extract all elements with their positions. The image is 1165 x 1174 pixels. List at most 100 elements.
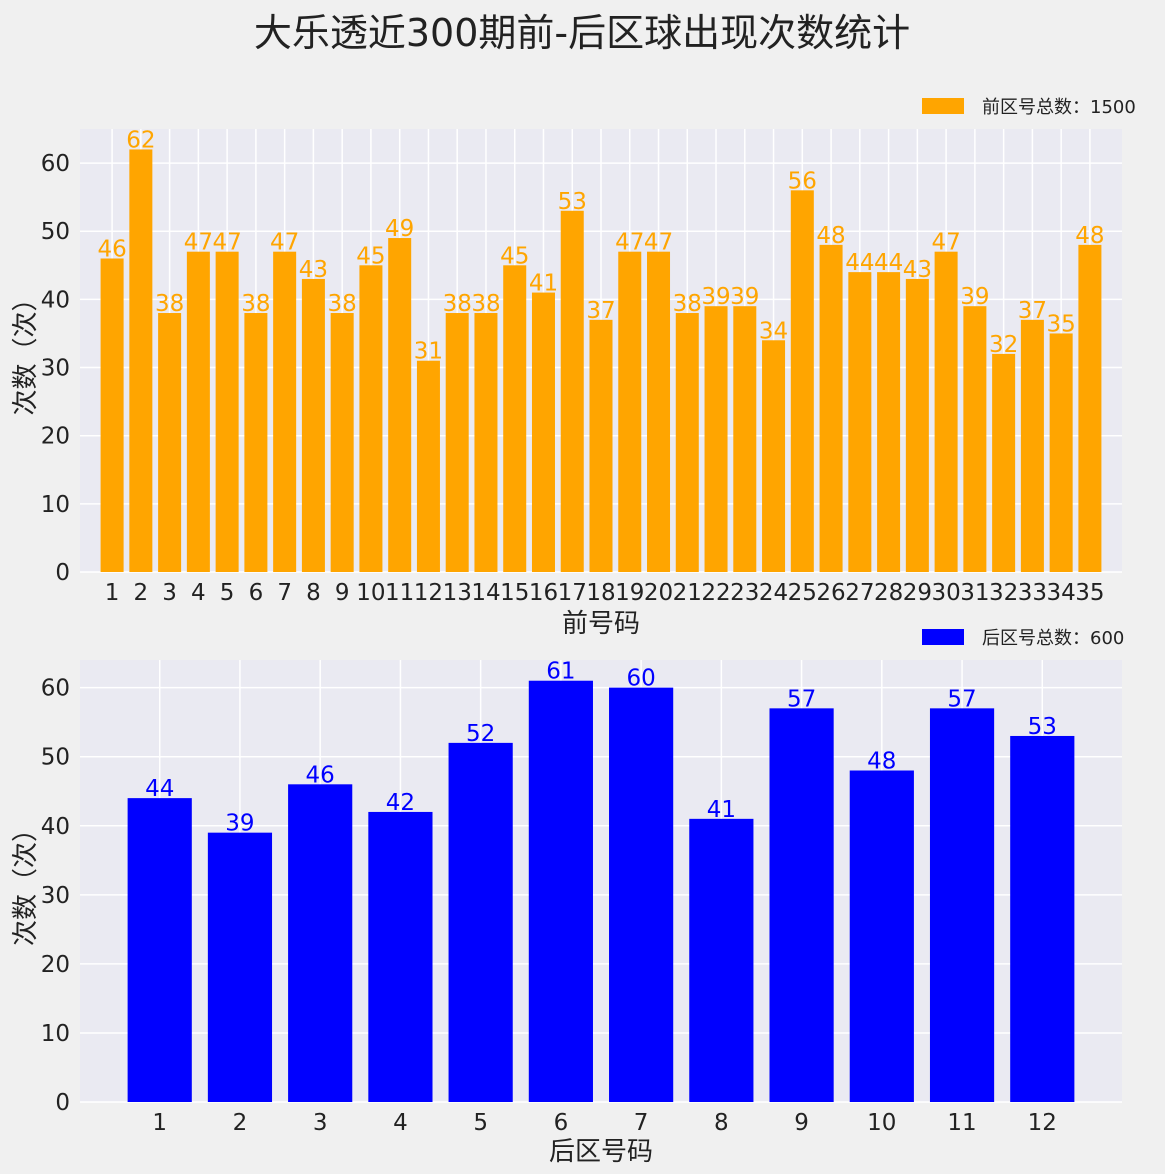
- x-tick-label: 7: [277, 580, 292, 606]
- bar: [704, 306, 728, 572]
- bar: [528, 680, 593, 1102]
- bar: [127, 798, 192, 1102]
- bar: [618, 251, 642, 572]
- x-tick-label: 8: [714, 1110, 729, 1136]
- x-tick-label: 30: [931, 580, 960, 606]
- bar-value-label: 48: [1075, 223, 1104, 249]
- legend-swatch: [922, 98, 964, 114]
- x-tick-label: 1: [105, 580, 120, 606]
- bar: [849, 770, 914, 1102]
- bar: [647, 251, 671, 572]
- y-tick-label: 40: [41, 814, 70, 840]
- bar: [733, 306, 757, 572]
- bar: [929, 708, 995, 1102]
- x-tick-label: 7: [634, 1110, 649, 1136]
- x-tick-label: 27: [845, 580, 874, 606]
- bar: [762, 340, 786, 572]
- x-tick-label: 35: [1075, 580, 1104, 606]
- y-tick-label: 50: [41, 745, 70, 771]
- bar: [301, 278, 325, 572]
- bar: [1010, 735, 1075, 1102]
- x-tick-label: 20: [644, 580, 673, 606]
- x-tick-label: 6: [249, 580, 264, 606]
- y-tick-label: 40: [41, 287, 70, 313]
- bar: [388, 238, 412, 573]
- legend-label: 前区号总数：1500: [982, 97, 1136, 118]
- bar-value-label: 38: [471, 291, 500, 317]
- x-tick-label: 16: [529, 580, 558, 606]
- x-tick-label: 3: [313, 1110, 328, 1136]
- x-tick-label: 8: [306, 580, 321, 606]
- bar-value-label: 39: [730, 284, 759, 310]
- bar-value-label: 38: [673, 291, 702, 317]
- bar: [288, 784, 353, 1102]
- bar: [207, 832, 273, 1102]
- bar-value-label: 47: [931, 230, 960, 256]
- bar-value-label: 38: [328, 291, 357, 317]
- bar-value-label: 37: [586, 298, 615, 324]
- bar-value-label: 57: [947, 686, 976, 712]
- legend: 后区号总数：600: [922, 628, 1124, 649]
- x-tick-label: 5: [220, 580, 235, 606]
- bar-value-label: 32: [989, 332, 1018, 358]
- bar-value-label: 39: [701, 284, 730, 310]
- bar-value-label: 47: [212, 230, 241, 256]
- y-tick-label: 10: [41, 492, 70, 518]
- x-tick-label: 31: [960, 580, 989, 606]
- bar-value-label: 61: [546, 659, 575, 685]
- y-axis-label: 次数（次）: [11, 816, 41, 946]
- x-tick-label: 23: [730, 580, 759, 606]
- y-axis-label: 次数（次）: [11, 285, 41, 415]
- bar-value-label: 47: [615, 230, 644, 256]
- bar: [560, 210, 584, 573]
- bar-value-label: 39: [960, 284, 989, 310]
- x-tick-label: 9: [335, 580, 350, 606]
- bar-value-label: 48: [816, 223, 845, 249]
- bar-value-label: 49: [385, 216, 414, 242]
- bar: [129, 149, 153, 572]
- bar: [531, 292, 555, 572]
- bar-value-label: 38: [443, 291, 472, 317]
- bar-value-label: 47: [184, 230, 213, 256]
- bar-value-label: 43: [299, 257, 328, 283]
- bar-value-label: 53: [558, 189, 587, 215]
- bar-value-label: 47: [270, 230, 299, 256]
- x-tick-label: 2: [233, 1110, 248, 1136]
- y-tick-label: 0: [55, 1090, 70, 1116]
- bar-value-label: 42: [386, 790, 415, 816]
- bar: [503, 265, 527, 572]
- figure-title: 大乐透近300期前-后区球出现次数统计: [254, 11, 910, 55]
- x-tick-label: 3: [162, 580, 177, 606]
- x-tick-label: 21: [673, 580, 702, 606]
- bar: [934, 251, 958, 572]
- bar-value-label: 62: [126, 127, 155, 153]
- x-tick-label: 4: [191, 580, 206, 606]
- x-tick-label: 12: [1028, 1110, 1057, 1136]
- x-tick-label: 24: [759, 580, 788, 606]
- bar: [848, 272, 872, 572]
- bar-value-label: 45: [500, 243, 529, 269]
- legend-label: 后区号总数：600: [982, 628, 1124, 649]
- x-axis-label: 前号码: [562, 609, 640, 639]
- bar: [448, 742, 513, 1102]
- bar-value-label: 60: [626, 666, 655, 692]
- bar-value-label: 41: [707, 797, 736, 823]
- x-tick-label: 12: [414, 580, 443, 606]
- x-tick-label: 29: [903, 580, 932, 606]
- bar-value-label: 46: [306, 762, 335, 788]
- x-tick-label: 32: [989, 580, 1018, 606]
- bar-value-label: 31: [414, 339, 443, 365]
- x-tick-label: 11: [385, 580, 414, 606]
- bar: [416, 360, 440, 572]
- y-tick-label: 30: [41, 356, 70, 382]
- bar: [609, 687, 674, 1102]
- y-tick-label: 10: [41, 1021, 70, 1047]
- x-tick-label: 13: [443, 580, 472, 606]
- y-tick-label: 0: [55, 560, 70, 586]
- x-tick-label: 15: [500, 580, 529, 606]
- x-tick-label: 9: [794, 1110, 809, 1136]
- x-tick-label: 28: [874, 580, 903, 606]
- legend: 前区号总数：1500: [922, 97, 1136, 118]
- x-tick-label: 19: [615, 580, 644, 606]
